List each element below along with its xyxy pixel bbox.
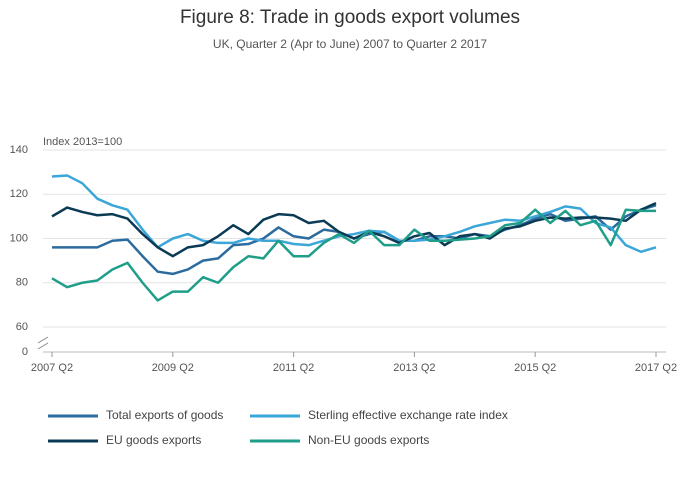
x-tick-label: 2011 Q2 — [273, 362, 314, 374]
legend-label: Non-EU goods exports — [308, 433, 429, 447]
legend-label: Sterling effective exchange rate index — [308, 408, 508, 422]
break-mark — [37, 342, 49, 350]
legend-label: EU goods exports — [106, 433, 201, 447]
legend-label: Total exports of goods — [106, 408, 223, 422]
y-tick-label: 120 — [10, 188, 28, 200]
x-tick-label: 2009 Q2 — [152, 362, 194, 374]
y-tick-label: 80 — [16, 277, 28, 289]
chart-title: Figure 8: Trade in goods export volumes — [180, 7, 520, 28]
x-tick-label: 2017 Q2 — [635, 362, 677, 374]
x-tick-label: 2007 Q2 — [31, 362, 73, 374]
y-tick-label: 60 — [16, 321, 28, 333]
series-line — [51, 174, 657, 254]
x-tick-label: 2013 Q2 — [393, 362, 435, 374]
chart-subtitle: UK, Quarter 2 (Apr to June) 2007 to Quar… — [213, 37, 487, 51]
y-axis-label: Index 2013=100 — [43, 136, 122, 148]
x-tick-label: 2015 Q2 — [514, 362, 556, 374]
break-mark — [37, 336, 49, 344]
y-tick-label: 100 — [10, 232, 28, 244]
y-tick-label: 0 — [22, 346, 28, 358]
axis-break — [37, 336, 49, 350]
y-tick-label: 140 — [10, 144, 28, 156]
series-line — [51, 208, 656, 302]
